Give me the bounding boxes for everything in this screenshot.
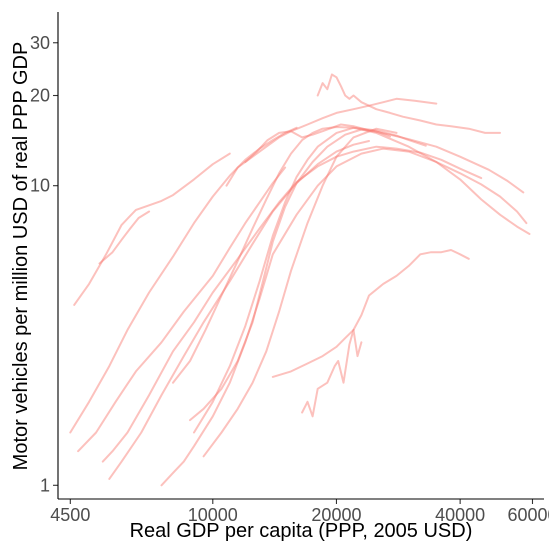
y-tick-label: 1 bbox=[40, 475, 50, 495]
x-tick-label: 20000 bbox=[311, 505, 361, 525]
series-line bbox=[160, 147, 528, 487]
x-tick-label: 60000 bbox=[507, 505, 549, 525]
series-line bbox=[73, 152, 231, 306]
series-line bbox=[301, 328, 363, 418]
series-line bbox=[225, 97, 438, 187]
series-line bbox=[98, 210, 151, 265]
series-line bbox=[172, 126, 531, 384]
series-line bbox=[77, 166, 287, 453]
series-line bbox=[108, 140, 370, 480]
series-line bbox=[69, 126, 298, 434]
x-tick-label: 40000 bbox=[435, 505, 485, 525]
y-tick-label: 10 bbox=[30, 176, 50, 196]
series-line bbox=[189, 128, 391, 422]
series-line bbox=[193, 126, 427, 434]
series-line bbox=[244, 123, 525, 194]
x-axis-ticks: 4500 10000 20000 40000 60000 bbox=[50, 499, 549, 525]
series-line bbox=[101, 145, 483, 463]
series-line bbox=[271, 249, 470, 378]
y-tick-label: 30 bbox=[30, 33, 50, 53]
series-lines-group bbox=[69, 73, 531, 487]
y-axis-ticks: 1 10 20 30 bbox=[30, 33, 58, 495]
x-tick-label: 10000 bbox=[188, 505, 238, 525]
x-tick-label: 4500 bbox=[50, 505, 90, 525]
y-axis-title: Motor vehicles per million USD of real P… bbox=[10, 42, 32, 471]
x-axis-title: Real GDP per capita (PPP, 2005 USD) bbox=[130, 520, 473, 542]
series-line bbox=[202, 127, 398, 458]
series-line bbox=[316, 73, 501, 134]
y-tick-label: 20 bbox=[30, 86, 50, 106]
